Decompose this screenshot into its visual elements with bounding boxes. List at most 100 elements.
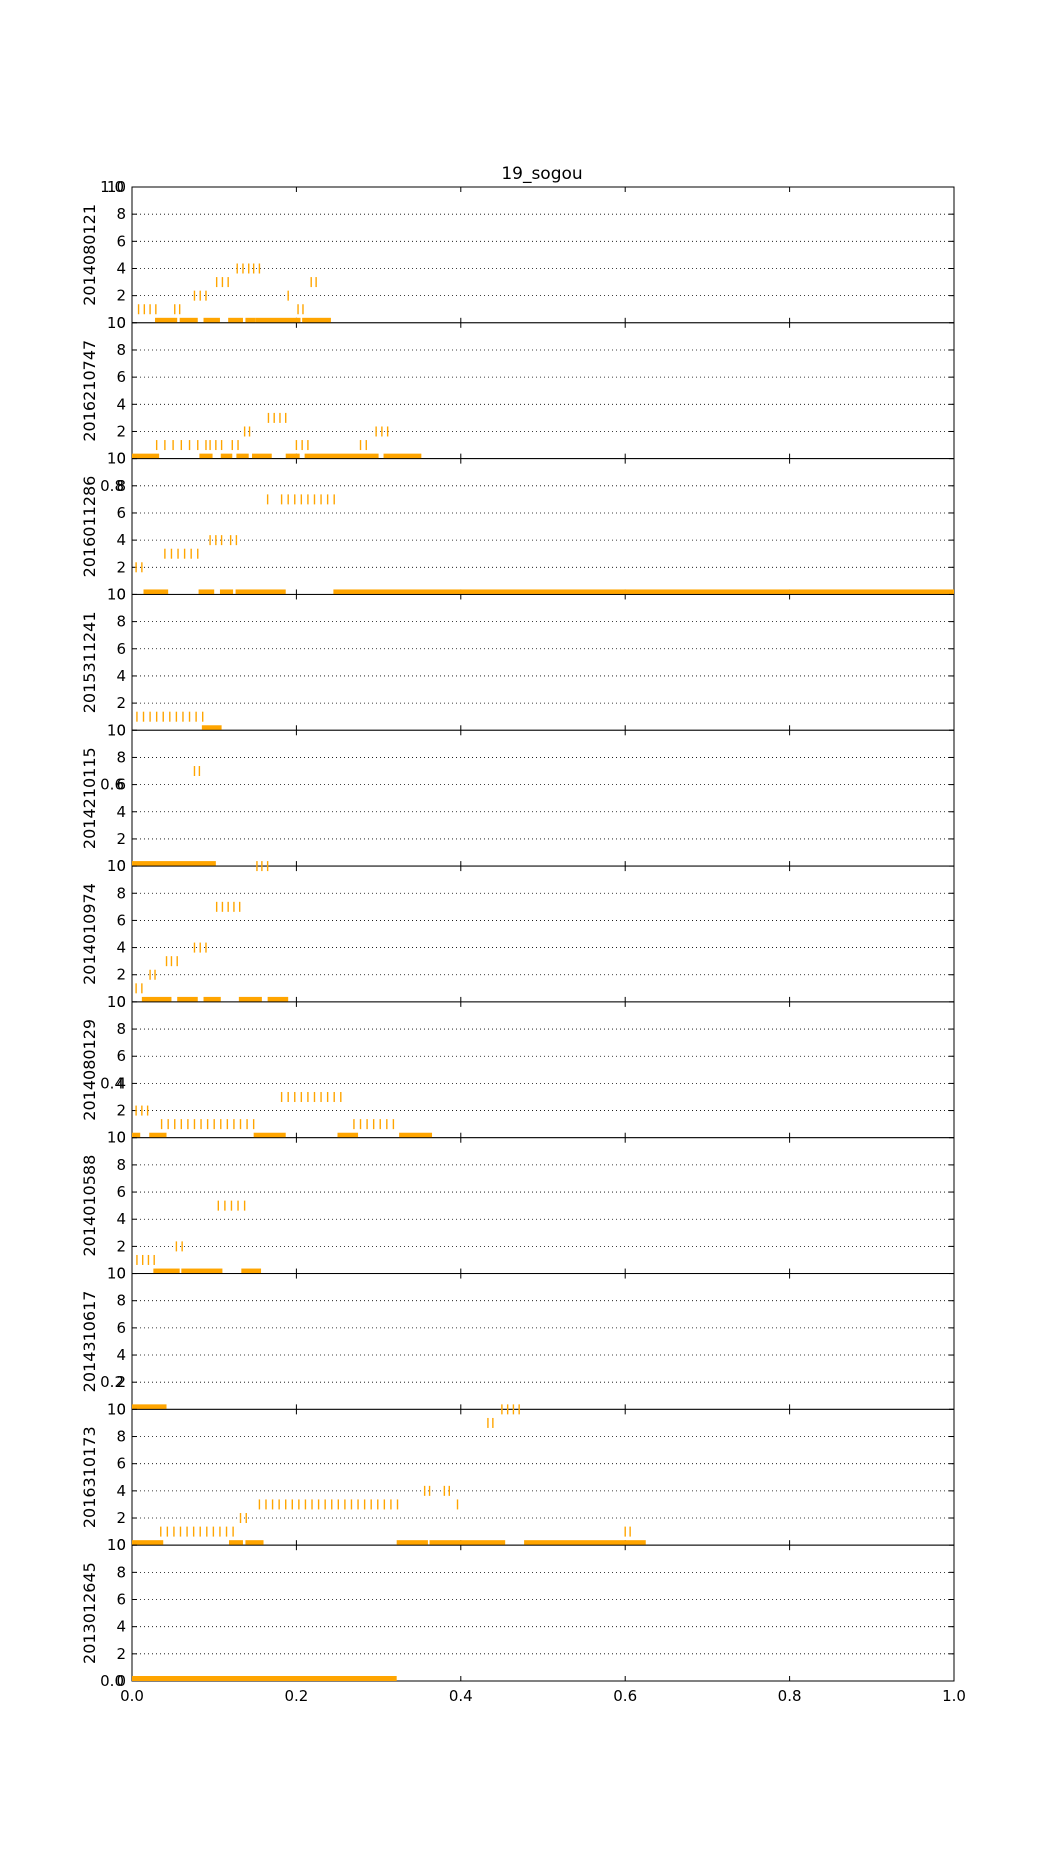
y-tick-label: 2: [116, 558, 126, 576]
y-tick-label: 0: [116, 1265, 126, 1283]
y-tick-label: 2: [116, 1237, 126, 1255]
y-tick-label: 6: [116, 776, 126, 794]
bar-mark: [132, 861, 216, 867]
y-tick-label: 6: [116, 640, 126, 658]
y-tick-label: 10: [107, 1265, 126, 1283]
y-tick-label: 8: [116, 748, 126, 766]
y-tick-label: 8: [116, 205, 126, 223]
bar-mark: [235, 589, 286, 595]
bar-mark: [285, 453, 300, 459]
panel-frame: [131, 458, 955, 595]
y-tick-label: 6: [116, 1319, 126, 1337]
background-y-tick-label: 0.0: [100, 1672, 124, 1690]
y-tick-label: 4: [116, 1346, 126, 1364]
bar-mark: [429, 1540, 506, 1546]
bar-mark: [143, 589, 169, 595]
y-tick-label: 10: [107, 1400, 126, 1418]
panel-2015311241: 0 2 4 6 8 10 2015311241: [80, 585, 955, 739]
y-tick-label: 10: [107, 178, 126, 196]
panel-2016210747: 0 2 4 6 8 10 2016210747: [80, 314, 955, 468]
bar-mark: [149, 1132, 167, 1138]
panel-label: 2016210747: [80, 340, 99, 442]
bar-mark: [255, 317, 301, 323]
bar-mark: [203, 317, 220, 323]
panel-2016310173: 0 2 4 6 8 10 2016310173: [80, 1400, 955, 1554]
y-tick-label: 2: [116, 694, 126, 712]
background-y-tick-label: 0.6: [100, 776, 124, 794]
bar-mark: [333, 589, 954, 595]
bar-mark: [396, 1540, 428, 1546]
y-tick-label: 2: [116, 1645, 126, 1663]
bar-mark: [155, 317, 178, 323]
y-tick-label: 8: [116, 341, 126, 359]
bar-mark: [228, 1540, 243, 1546]
bar-mark: [141, 996, 172, 1002]
y-tick-label: 10: [107, 857, 126, 875]
x-tick-label: 0.8: [778, 1687, 802, 1705]
bar-mark: [177, 996, 198, 1002]
y-tick-label: 6: [116, 1455, 126, 1473]
y-tick-label: 0: [116, 1129, 126, 1147]
panel-label: 2014010974: [80, 883, 99, 985]
y-tick-label: 4: [116, 803, 126, 821]
panel-label: 2014010588: [80, 1155, 99, 1257]
y-tick-label: 6: [116, 1591, 126, 1609]
bar-mark: [220, 453, 233, 459]
bar-mark: [201, 725, 222, 731]
y-tick-label: 8: [116, 1292, 126, 1310]
y-tick-label: 2: [116, 966, 126, 984]
panel-2014080121: 0 2 4 6 8 10 2014080121: [80, 178, 955, 332]
panel-frame: [131, 865, 955, 1003]
panel-2014010588: 0 2 4 6 8 10 2014010588: [80, 1129, 955, 1283]
background-y-tick-label: 0.4: [100, 1074, 124, 1092]
background-y-tick-label: 1.0: [100, 178, 124, 196]
bar-mark: [524, 1540, 646, 1546]
bar-mark: [132, 1132, 141, 1138]
bar-mark: [302, 317, 331, 323]
panel-2013012645: 0 2 4 6 8 10 2013012645: [80, 1536, 955, 1690]
x-tick-label: 1.0: [942, 1687, 966, 1705]
y-tick-label: 2: [116, 287, 126, 305]
panel-label: 2016310173: [80, 1426, 99, 1528]
y-tick-label: 6: [116, 1183, 126, 1201]
panel-frame: [131, 1408, 955, 1546]
background-y-tick-label: 0.8: [100, 477, 124, 495]
chart-title: 19_sogou: [501, 164, 582, 184]
bar-mark: [238, 996, 262, 1002]
y-tick-label: 8: [116, 1563, 126, 1581]
y-tick-label: 0: [116, 1672, 126, 1690]
x-tick-label: 0.4: [449, 1687, 473, 1705]
panel-label: 2013012645: [80, 1562, 99, 1664]
bar-mark: [399, 1132, 433, 1138]
bar-mark: [253, 1132, 286, 1138]
y-tick-label: 4: [116, 259, 126, 277]
panel-frame: [131, 1137, 955, 1275]
panel-2014210115: 0 2 4 6 8 10 2014210115: [80, 721, 955, 875]
bar-mark: [203, 996, 221, 1002]
bar-mark: [181, 1268, 223, 1274]
y-tick-label: 8: [116, 477, 126, 495]
panel-frame: [131, 1273, 955, 1410]
x-tick-label: 0.2: [284, 1687, 308, 1705]
panel-label: 2015311241: [80, 611, 99, 713]
y-tick-label: 2: [116, 830, 126, 848]
bar-mark: [199, 453, 213, 459]
y-tick-label: 0: [116, 1400, 126, 1418]
panel-label: 2014080129: [80, 1019, 99, 1121]
y-tick-label: 0: [116, 450, 126, 468]
bar-mark: [267, 996, 289, 1002]
y-tick-label: 4: [116, 395, 126, 413]
panel-frame: [131, 186, 955, 324]
y-tick-label: 0: [116, 993, 126, 1011]
y-tick-label: 8: [116, 1156, 126, 1174]
panel-2014080129: 0 2 4 6 8 10 2014080129: [80, 993, 955, 1147]
bar-mark: [219, 589, 234, 595]
y-tick-label: 2: [116, 422, 126, 440]
y-tick-label: 6: [116, 1047, 126, 1065]
panel-label: 2016011286: [80, 476, 99, 578]
bar-mark: [153, 1268, 180, 1274]
panel-frame: [131, 1001, 955, 1139]
bar-mark: [132, 1540, 164, 1546]
panel-frame: [131, 1544, 955, 1682]
panel-frame: [131, 322, 955, 460]
